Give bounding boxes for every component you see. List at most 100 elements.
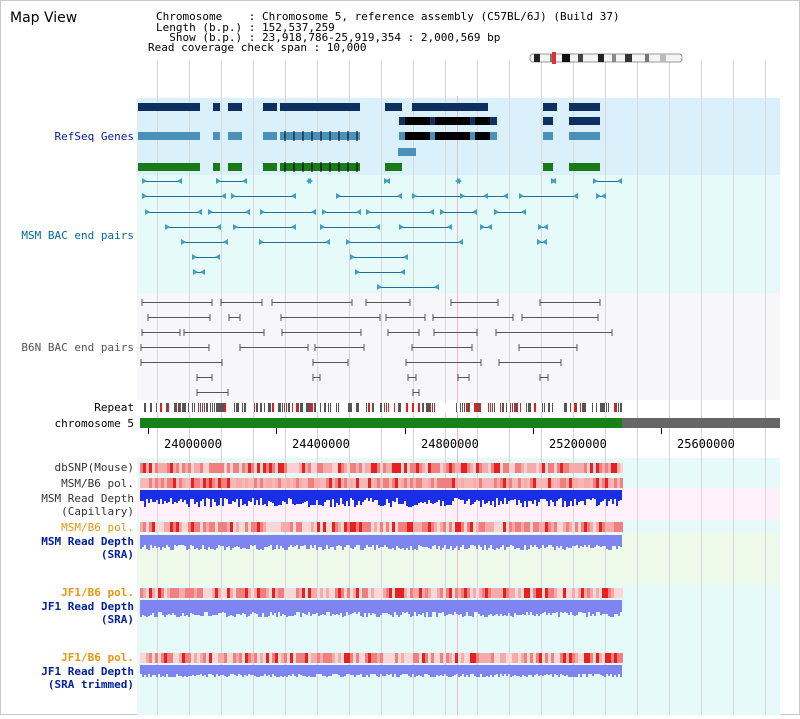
depth-bar bbox=[418, 600, 420, 614]
bac-end-marker bbox=[543, 224, 548, 230]
jf1-b6-pol-heat-cell bbox=[143, 653, 146, 663]
depth-bar bbox=[350, 600, 352, 614]
depth-bar bbox=[598, 535, 600, 546]
depth-bar bbox=[196, 535, 198, 548]
depth-bar bbox=[374, 600, 376, 614]
depth-bar bbox=[340, 490, 342, 498]
depth-bar bbox=[454, 535, 456, 548]
depth-bar bbox=[450, 490, 452, 505]
depth-bar bbox=[424, 665, 426, 674]
depth-bar bbox=[322, 600, 324, 614]
depth-bar bbox=[362, 600, 364, 617]
dbsnp-heat-cell bbox=[191, 463, 194, 473]
jf1-b6-pol-heat-cell bbox=[401, 588, 404, 598]
jf1-b6-pol-heat-cell bbox=[512, 653, 515, 663]
depth-bar bbox=[166, 535, 168, 545]
msm-b6-pol-heat-cell bbox=[308, 478, 311, 488]
track-label-jf1-read-depth-sra[interactable]: JF1 Read Depth bbox=[41, 600, 134, 613]
dbsnp-heat-cell bbox=[425, 463, 428, 473]
depth-bar bbox=[268, 490, 270, 501]
jf1-b6-pol-heat-cell bbox=[386, 653, 389, 663]
msm-b6-pol-heat-cell bbox=[557, 478, 560, 488]
repeat-mark bbox=[608, 403, 609, 412]
jf1-b6-pol-heat-cell bbox=[365, 588, 368, 598]
msm-b6-pol-heat-cell bbox=[170, 522, 173, 532]
track-label-chromosome[interactable]: chromosome 5 bbox=[54, 417, 134, 430]
track-label-msm-b6-pol-1[interactable]: MSM/B6 pol. bbox=[61, 477, 134, 490]
msm-b6-pol-heat-cell bbox=[296, 478, 299, 488]
track-label-msm-read-depth-sra[interactable]: MSM Read Depth bbox=[41, 535, 134, 548]
depth-bar bbox=[346, 490, 348, 501]
depth-bar bbox=[456, 665, 458, 674]
track-label-jf1-b6-pol-1[interactable]: JF1/B6 pol. bbox=[61, 586, 134, 599]
jf1-b6-pol-heat-cell bbox=[488, 653, 491, 663]
jf1-b6-pol-heat-cell bbox=[341, 588, 344, 598]
repeat-mark bbox=[282, 403, 283, 412]
repeat-mark bbox=[596, 403, 597, 412]
track-label-b6n-bac[interactable]: B6N BAC end pairs bbox=[21, 341, 134, 354]
depth-bar bbox=[462, 600, 464, 617]
msm-b6-pol-heat-cell bbox=[374, 478, 377, 488]
jf1-b6-pol-heat-cell bbox=[191, 588, 194, 598]
depth-bar bbox=[434, 490, 436, 503]
track-label-dbsnp[interactable]: dbSNP(Mouse) bbox=[54, 461, 134, 474]
repeat-mark bbox=[460, 403, 461, 412]
depth-bar bbox=[184, 600, 186, 616]
dbsnp-heat-cell bbox=[224, 463, 227, 473]
msm-b6-pol-heat-cell bbox=[581, 522, 584, 532]
depth-bar bbox=[482, 490, 484, 500]
depth-bar bbox=[490, 665, 492, 675]
dbsnp-heat-cell bbox=[512, 463, 515, 473]
depth-bar bbox=[392, 600, 394, 617]
track-label-refseq[interactable]: RefSeq Genes bbox=[54, 130, 134, 143]
msm-b6-pol-heat-cell bbox=[572, 478, 575, 488]
depth-bar bbox=[460, 535, 462, 547]
depth-bar bbox=[524, 665, 526, 676]
depth-bar bbox=[180, 535, 182, 545]
track-label-msm-b6-pol-2[interactable]: MSM/B6 pol. bbox=[61, 521, 134, 534]
depth-bar bbox=[512, 600, 514, 617]
depth-bar bbox=[238, 535, 240, 547]
msm-b6-pol-heat-cell bbox=[581, 478, 584, 488]
bac-end-marker bbox=[521, 209, 526, 215]
depth-bar bbox=[356, 600, 358, 614]
jf1-b6-pol-heat-cell bbox=[221, 588, 224, 598]
jf1-b6-pol-heat-cell bbox=[431, 653, 434, 663]
msm-b6-pol-heat-cell bbox=[587, 478, 590, 488]
jf1-b6-pol-heat-cell bbox=[320, 588, 323, 598]
jf1-b6-pol-heat-cell bbox=[296, 588, 299, 598]
msm-b6-pol-heat-cell bbox=[305, 478, 308, 488]
jf1-b6-pol-heat-cell bbox=[212, 653, 215, 663]
depth-bar bbox=[194, 665, 196, 676]
dbsnp-heat-cell bbox=[248, 463, 251, 473]
repeat-mark bbox=[542, 403, 543, 412]
depth-bar bbox=[568, 665, 570, 677]
msm-b6-pol-heat-cell bbox=[374, 522, 377, 532]
depth-bar bbox=[302, 600, 304, 613]
depth-bar bbox=[428, 490, 430, 500]
track-label-jf1-b6-pol-2[interactable]: JF1/B6 pol. bbox=[61, 651, 134, 664]
bac-end-marker bbox=[291, 224, 296, 230]
jf1-b6-pol-heat-cell bbox=[275, 653, 278, 663]
dbsnp-heat-cell bbox=[155, 463, 158, 473]
depth-bar bbox=[554, 665, 556, 674]
depth-bar bbox=[148, 600, 150, 616]
msm-b6-pol-heat-cell bbox=[413, 478, 416, 488]
depth-bar bbox=[406, 665, 408, 674]
jf1-b6-pol-heat-cell bbox=[320, 653, 323, 663]
track-label-repeat[interactable]: Repeat bbox=[94, 401, 134, 414]
depth-bar bbox=[422, 600, 424, 613]
depth-bar bbox=[330, 535, 332, 547]
track-label-msm-bac[interactable]: MSM BAC end pairs bbox=[21, 229, 134, 242]
msm-b6-pol-heat-cell bbox=[608, 478, 611, 488]
msm-b6-pol-heat-cell bbox=[542, 522, 545, 532]
track-label-msm-read-depth-cap[interactable]: MSM Read Depth bbox=[41, 492, 134, 505]
repeat-mark bbox=[260, 403, 262, 412]
msm-b6-pol-heat-cell bbox=[488, 522, 491, 532]
depth-bar bbox=[472, 490, 474, 504]
track-label-jf1-read-depth-trim[interactable]: JF1 Read Depth bbox=[41, 665, 134, 678]
msm-b6-pol-heat-cell bbox=[392, 522, 395, 532]
depth-bar bbox=[400, 490, 402, 504]
depth-bar bbox=[526, 600, 528, 612]
